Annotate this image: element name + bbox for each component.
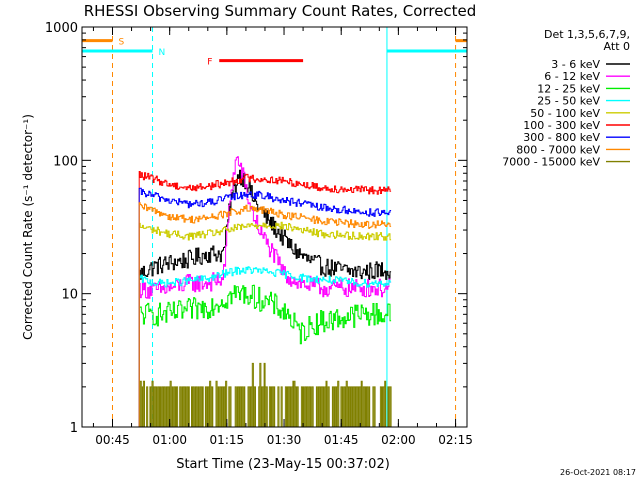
footer-date: 26-Oct-2021 08:17 bbox=[560, 468, 636, 477]
legend-header-line: Det 1,3,5,6,7,9, bbox=[544, 28, 630, 41]
legend-entry-label: 800 - 7000 keV bbox=[516, 143, 600, 156]
series-line-4 bbox=[138, 221, 392, 427]
x-tick-label: 00:45 bbox=[95, 433, 130, 447]
legend-entry-label: 7000 - 15000 keV bbox=[502, 156, 600, 169]
x-tick-label: 01:15 bbox=[210, 433, 245, 447]
legend-entry-label: 50 - 100 keV bbox=[530, 107, 600, 120]
series-line-6 bbox=[138, 187, 392, 427]
x-tick-label: 02:15 bbox=[438, 433, 473, 447]
series-line-3 bbox=[138, 266, 392, 427]
series-layer bbox=[138, 156, 392, 427]
legend-header-line: Att 0 bbox=[604, 40, 630, 53]
x-tick-label: 01:30 bbox=[267, 433, 302, 447]
series-line-8 bbox=[139, 362, 392, 427]
plot-area: S N F bbox=[81, 26, 468, 428]
series-line-7 bbox=[138, 202, 392, 427]
y-tick-label: 10 bbox=[61, 288, 78, 303]
y-tick-label: 1 bbox=[70, 421, 78, 436]
legend-entry-label: 25 - 50 keV bbox=[537, 95, 600, 108]
legend-entry-label: 300 - 800 keV bbox=[523, 131, 600, 144]
plot-frame bbox=[81, 26, 468, 428]
y-axis: 1 10 100 1000 bbox=[45, 21, 467, 436]
annotation-label-n: N bbox=[159, 48, 166, 58]
y-tick-label: 1000 bbox=[45, 21, 78, 36]
x-axis-label: Start Time (23-May-15 00:37:02) bbox=[176, 457, 390, 472]
series-line-0 bbox=[138, 169, 392, 427]
annotations-layer: S N F bbox=[82, 27, 467, 427]
x-tick-label: 01:45 bbox=[324, 433, 359, 447]
legend-entry-label: 3 - 6 keV bbox=[551, 58, 600, 71]
annotation-label-f: F bbox=[207, 58, 212, 68]
chart-title: RHESSI Observing Summary Count Rates, Co… bbox=[84, 2, 477, 20]
y-axis-label: Corrected Count Rate (s⁻¹ detector⁻¹) bbox=[21, 114, 35, 340]
y-tick-label: 100 bbox=[53, 154, 78, 169]
x-tick-label: 01:00 bbox=[152, 433, 187, 447]
series-line-5 bbox=[138, 171, 392, 427]
series-line-2 bbox=[138, 284, 392, 427]
x-tick-label: 02:00 bbox=[381, 433, 416, 447]
legend-entry-label: 100 - 300 keV bbox=[523, 119, 600, 132]
x-axis: 00:45 01:00 01:15 01:30 01:45 02:00 02:15 bbox=[92, 27, 473, 447]
series-line-1 bbox=[138, 156, 392, 427]
annotation-label-s: S bbox=[118, 38, 124, 48]
legend-entry-label: 6 - 12 keV bbox=[544, 70, 600, 83]
legend-entry-label: 12 - 25 keV bbox=[537, 82, 600, 95]
